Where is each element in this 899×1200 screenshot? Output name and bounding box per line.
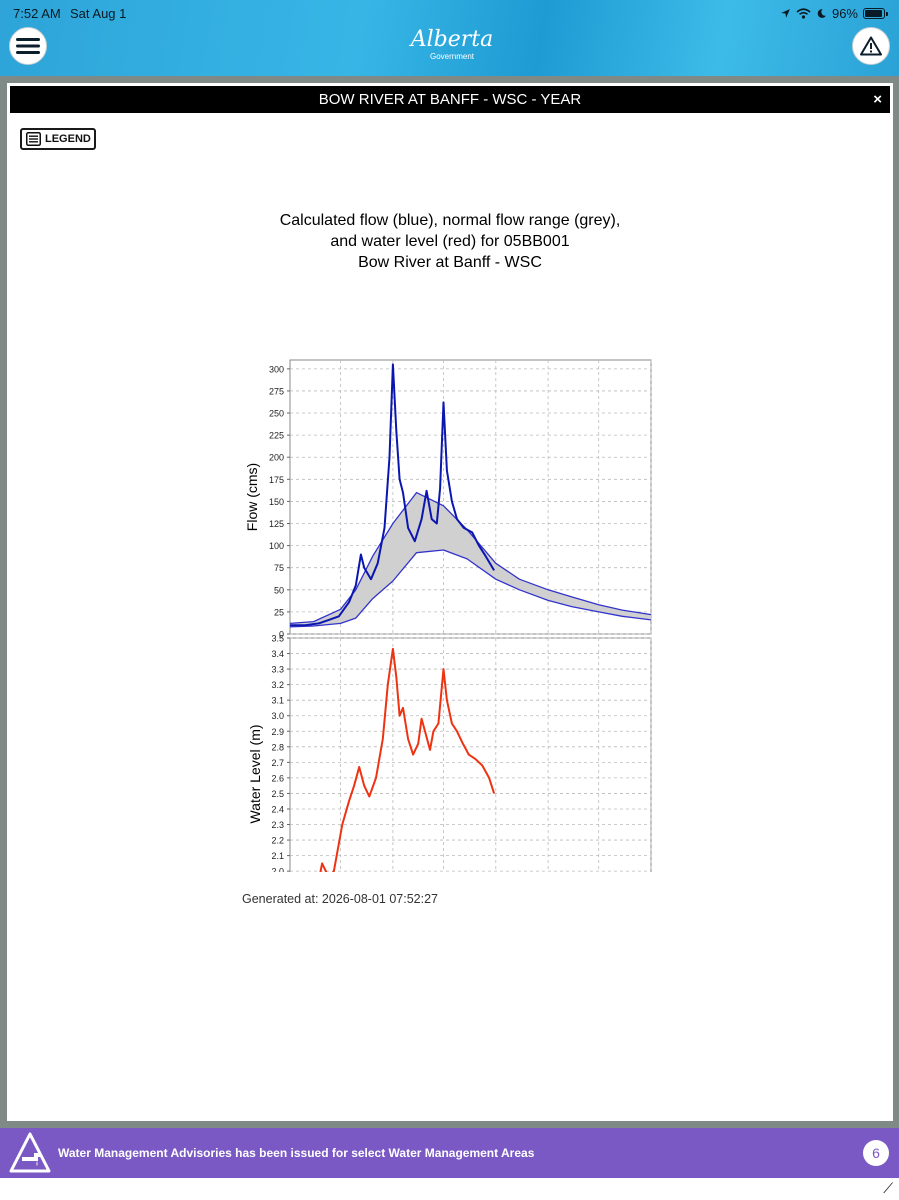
battery-percent: 96% <box>831 6 858 21</box>
level-tick-label-y: 3.0 <box>271 711 284 721</box>
advisory-count-badge[interactable]: 6 <box>863 1140 889 1166</box>
flow-tick-label-y: 275 <box>269 386 284 396</box>
flow-tick-label-y: 200 <box>269 453 284 463</box>
flow-tick-label-y: 175 <box>269 475 284 485</box>
resize-handle-icon: ⟋ <box>883 1180 893 1196</box>
level-tick-label-y: 2.6 <box>271 773 284 783</box>
water-level-plot <box>287 637 652 872</box>
level-tick-label-y: 2.1 <box>271 851 284 861</box>
chart-title-line-1: Calculated flow (blue), normal flow rang… <box>279 212 621 229</box>
flow-tick-label-y: 50 <box>274 585 284 595</box>
level-tick-label-y: 3.2 <box>271 680 284 690</box>
chart-title-line-3: Bow River at Banff - WSC <box>358 254 542 271</box>
lower-quartile-line <box>289 549 652 628</box>
level-tick-label-y: 2.8 <box>271 742 284 752</box>
warning-triangle-icon <box>860 36 882 56</box>
legend-button[interactable]: LEGEND <box>20 128 96 150</box>
menu-button[interactable] <box>9 27 47 65</box>
panel-title-bar: BOW RIVER AT BANFF - WSC - YEAR × <box>10 86 890 113</box>
flow-tick-label-y: 300 <box>269 364 284 374</box>
level-y-axis-label: Water Level (m) <box>247 724 263 823</box>
app-header: 7:52 AM Sat Aug 1 96% Alberta Government <box>0 0 899 76</box>
close-button[interactable]: × <box>873 91 882 108</box>
alerts-button[interactable] <box>852 27 890 65</box>
chart-title-line-2: and water level (red) for 05BB001 <box>330 233 570 250</box>
chart-axis-text: 02550751001251501752002252502753001.81.9… <box>244 364 284 872</box>
legend-button-label: LEGEND <box>45 133 91 145</box>
level-tick-label-y: 3.3 <box>271 665 284 675</box>
normal-range-band <box>290 492 651 627</box>
water-level-line <box>319 647 496 872</box>
wifi-icon <box>796 8 811 19</box>
flow-tick-label-y: 250 <box>269 409 284 419</box>
advisory-banner[interactable]: Water Management Advisories has been iss… <box>0 1128 899 1178</box>
flow-plot <box>287 359 652 635</box>
flow-tick-label-y: 0 <box>279 630 284 640</box>
level-tick-label-y: 3.1 <box>271 696 284 706</box>
flow-tick-label-y: 125 <box>269 519 284 529</box>
level-tick-label-y: 3.5 <box>271 634 284 644</box>
bottom-strip <box>0 1178 899 1200</box>
flow-area <box>289 359 652 635</box>
flow-y-axis-label: Flow (cms) <box>244 463 260 531</box>
level-tick-label-y: 2.4 <box>271 804 284 814</box>
status-date: Sat Aug 1 <box>70 6 127 21</box>
battery-icon <box>863 8 888 19</box>
warning-triangle-icon <box>9 1132 51 1173</box>
status-bar: 7:52 AM Sat Aug 1 96% <box>13 6 888 24</box>
flow-tick-label-y: 25 <box>274 607 284 617</box>
advisory-message: Water Management Advisories has been iss… <box>58 1146 535 1160</box>
moon-icon <box>817 9 826 18</box>
flow-level-chart: 02550751001251501752002252502753001.81.9… <box>244 359 652 872</box>
level-tick-label-y: 2.0 <box>271 867 284 872</box>
alberta-logo: Alberta Government <box>410 27 494 62</box>
level-tick-label-y: 2.7 <box>271 758 284 768</box>
level-tick-label-y: 2.5 <box>271 789 284 799</box>
flow-tick-label-y: 150 <box>269 497 284 507</box>
panel-title: BOW RIVER AT BANFF - WSC - YEAR <box>318 91 582 108</box>
status-time: 7:52 AM <box>13 6 61 21</box>
generated-timestamp: Generated at: 2026-08-01 07:52:27 <box>242 892 438 906</box>
status-icons: 96% <box>780 6 888 21</box>
chart-title: Calculated flow (blue), normal flow rang… <box>200 210 700 273</box>
level-tick-label-y: 2.3 <box>271 820 284 830</box>
flow-tick-label-y: 225 <box>269 431 284 441</box>
level-tick-label-y: 3.4 <box>271 649 284 659</box>
recorded-flow-line <box>290 363 495 627</box>
level-tick-label-y: 2.2 <box>271 836 284 846</box>
list-icon <box>26 132 41 146</box>
level-tick-label-y: 2.9 <box>271 727 284 737</box>
flow-tick-label-y: 100 <box>269 541 284 551</box>
upper-quartile-line <box>289 491 652 625</box>
hamburger-icon <box>16 38 40 54</box>
location-arrow-icon <box>781 9 790 18</box>
flow-tick-label-y: 75 <box>274 563 284 573</box>
